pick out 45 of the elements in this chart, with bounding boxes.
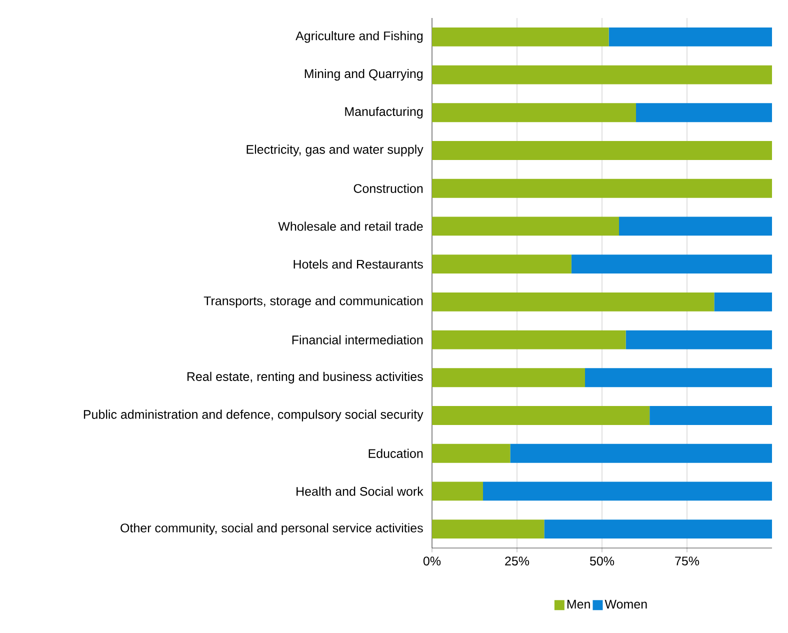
bar <box>483 482 772 501</box>
y-tick-label: Hotels and Restaurants <box>294 259 423 269</box>
bar <box>432 65 772 84</box>
y-tick-label: Mining and Quarrying <box>304 68 423 81</box>
bar <box>432 292 714 312</box>
bar <box>432 330 626 350</box>
bar <box>432 368 586 388</box>
y-tick-label: Financial intermediation <box>292 335 423 344</box>
bar <box>626 330 772 350</box>
bar <box>432 254 572 274</box>
y-tick-label: Public administration and defence, compulsory social security <box>84 410 424 422</box>
y-tick-label: Wholesale and retail trade <box>278 222 423 231</box>
bar <box>585 368 772 388</box>
bar <box>432 520 544 539</box>
bar <box>432 482 483 501</box>
x-tick-label: 50% <box>590 556 614 566</box>
bar <box>608 27 772 46</box>
y-tick-label: Real estate, renting and business activities <box>187 372 423 384</box>
legend-label: Women <box>604 600 647 609</box>
x-tick-label: 25% <box>505 556 530 566</box>
y-tick-label: Transports, storage and communication <box>204 296 423 308</box>
y-tick-label: Manufacturing <box>345 106 423 118</box>
y-tick-label: Other community, social and personal service activities <box>120 523 423 535</box>
y-tick-label: Construction <box>354 184 423 193</box>
bar <box>432 406 650 425</box>
bar <box>571 254 772 274</box>
bar <box>636 103 772 122</box>
y-tick-label: Education <box>368 448 423 458</box>
bar <box>432 103 636 122</box>
bar <box>432 27 609 46</box>
x-tick-label: 0% <box>423 556 441 566</box>
bar <box>510 444 772 463</box>
y-tick-label: Electricity, gas and water supply <box>246 144 424 156</box>
bar <box>650 406 772 425</box>
bar <box>619 216 772 236</box>
bar <box>432 216 620 236</box>
bar <box>432 444 510 463</box>
bar <box>714 292 772 312</box>
bar <box>544 520 772 539</box>
y-tick-label: Health and Social work <box>296 486 424 496</box>
bar <box>432 141 772 160</box>
bar <box>432 178 772 198</box>
x-tick-label: 75% <box>675 556 700 566</box>
legend-label: Men <box>567 600 590 609</box>
y-tick-label: Agriculture and Fishing <box>296 31 423 43</box>
